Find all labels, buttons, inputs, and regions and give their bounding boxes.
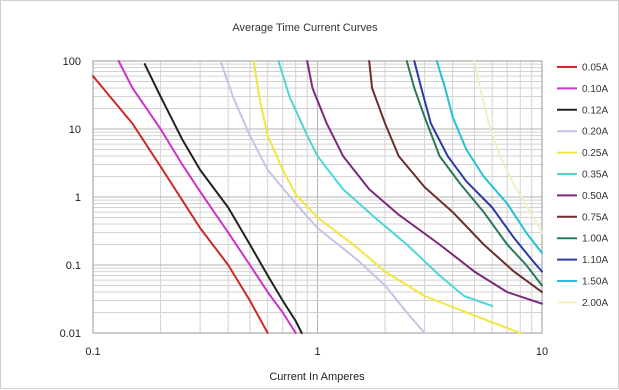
legend-item: 1.50A <box>557 277 608 288</box>
legend-label: 2.00A <box>582 298 608 309</box>
legend-label: 0.10A <box>582 84 608 95</box>
legend-item: 0.05A <box>557 63 608 74</box>
legend-item: 0.35A <box>557 170 608 181</box>
legend-item: 0.10A <box>557 84 608 95</box>
chart-title: Average Time Current Curves <box>232 22 378 34</box>
legend-label: 0.20A <box>582 127 608 138</box>
y-tick-label: 10 <box>69 124 81 136</box>
legend-label: 0.75A <box>582 212 608 223</box>
x-axis-label: Current In Amperes <box>269 371 365 383</box>
series-line-0.75A <box>368 60 543 294</box>
legend: 0.05A 0.10A 0.12A 0.20A 0.25A 0.35A 0.50A 0.75A… <box>557 63 608 309</box>
y-tick-label: 1 <box>75 192 81 204</box>
legend-label: 0.25A <box>582 148 608 159</box>
x-tick-labels: 0.1 1 10 <box>85 346 548 358</box>
y-tick-label: 0.01 <box>60 328 81 340</box>
legend-item: 1.00A <box>557 234 608 245</box>
legend-label: 0.05A <box>582 63 608 74</box>
legend-item: 0.75A <box>557 212 608 223</box>
legend-label: 0.12A <box>582 105 608 116</box>
series-line-1.50A <box>435 60 543 254</box>
y-tick-label: 100 <box>63 56 81 68</box>
series-line-1.10A <box>413 60 543 273</box>
legend-label: 0.50A <box>582 191 608 202</box>
series-line-2.00A <box>473 60 543 234</box>
x-tick-label: 0.1 <box>85 346 100 358</box>
series-line-0.25A <box>252 60 522 334</box>
legend-item: 0.20A <box>557 127 608 138</box>
legend-item: 2.00A <box>557 298 608 309</box>
series-line-0.12A <box>143 63 303 334</box>
x-tick-label: 1 <box>314 346 320 358</box>
legend-label: 1.10A <box>582 255 608 266</box>
series-layer <box>92 60 543 334</box>
x-tick-label: 10 <box>536 346 548 358</box>
series-line-1.00A <box>405 60 543 287</box>
y-tick-labels: 100 10 1 0.1 0.01 <box>60 56 81 340</box>
legend-item: 0.25A <box>557 148 608 159</box>
series-line-0.10A <box>117 60 297 334</box>
series-line-0.35A <box>277 60 494 307</box>
legend-item: 0.12A <box>557 105 608 116</box>
plot-border <box>92 60 543 334</box>
legend-label: 1.50A <box>582 277 608 288</box>
legend-label: 0.35A <box>582 170 608 181</box>
series-line-0.20A <box>219 60 426 334</box>
series-line-0.50A <box>306 60 543 305</box>
legend-label: 1.00A <box>582 234 608 245</box>
legend-item: 1.10A <box>557 255 608 266</box>
legend-item: 0.50A <box>557 191 608 202</box>
series-line-0.05A <box>92 75 269 334</box>
grid <box>92 61 542 334</box>
y-tick-label: 0.1 <box>66 260 81 272</box>
